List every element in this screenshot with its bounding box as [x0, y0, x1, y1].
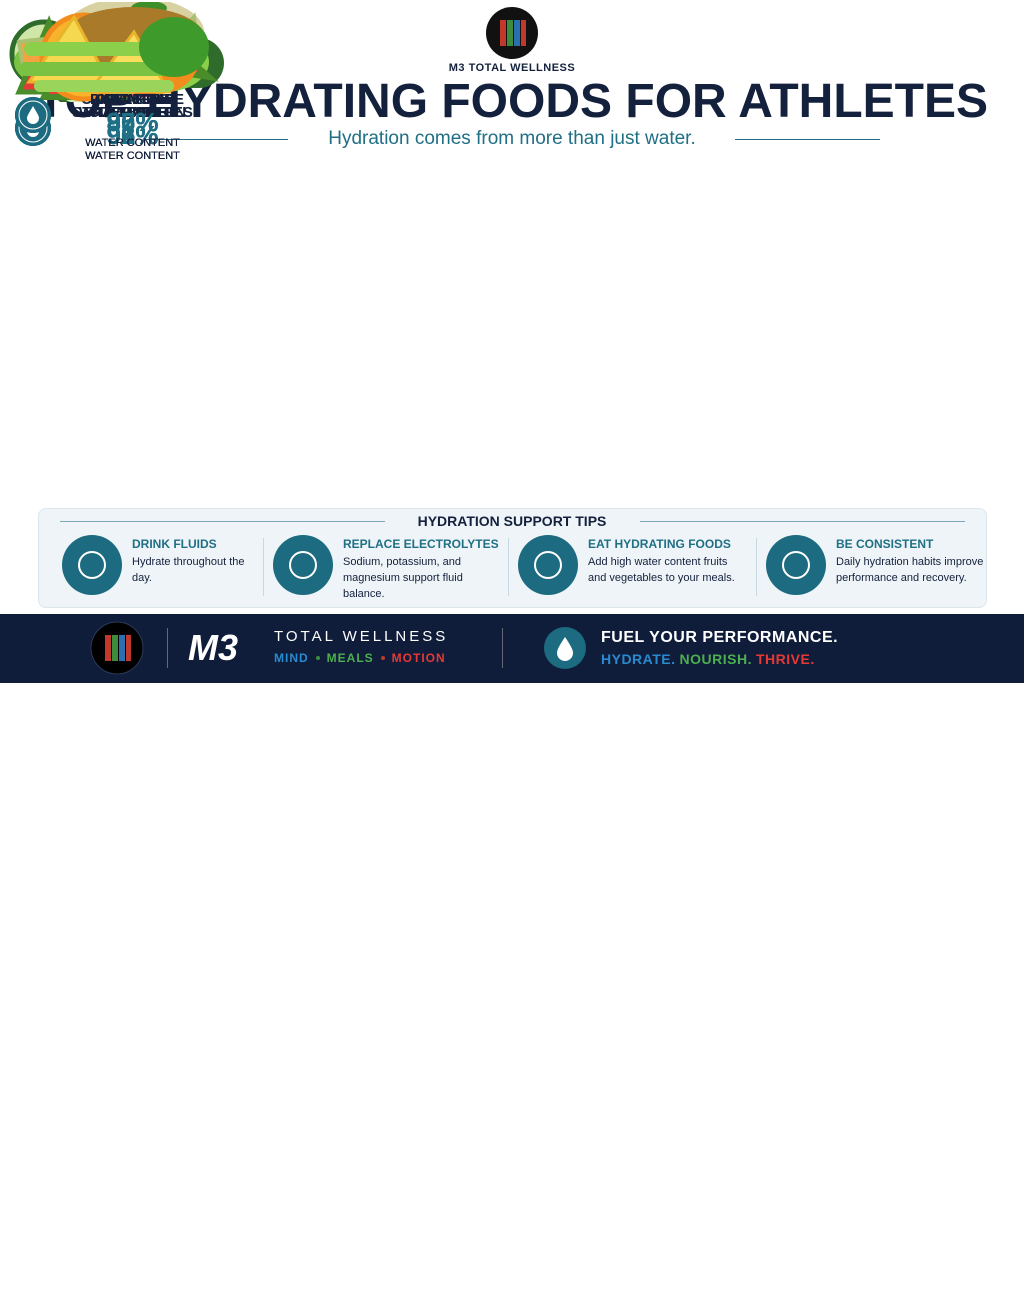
food-card: PINEAPPLE 87% WATER CONTENT	[0, 7, 1024, 1146]
tip-text: Daily hydration habits improve performan…	[836, 556, 984, 584]
food-name: PINEAPPLE	[89, 91, 176, 108]
tip-text: Hydrate throughout the day.	[132, 556, 245, 584]
food-percent: 91%	[106, 120, 159, 150]
rule	[640, 521, 965, 522]
slogan: FUEL YOUR PERFORMANCE.	[601, 629, 839, 646]
tip-title: EAT HYDRATING FOODS	[588, 537, 731, 551]
tip-icon	[273, 535, 333, 600]
food-percent: 87%	[106, 107, 159, 137]
motto-word: HYDRATE.	[601, 651, 676, 667]
divider	[502, 628, 503, 668]
tip-divider	[263, 538, 264, 596]
food-image	[4, 2, 224, 102]
food-card: CANTALOUPE 90% WATER CONTENT	[0, 0, 1024, 830]
food-name: WATERMELON	[78, 104, 187, 121]
food-name: LETTUCE	[97, 104, 168, 121]
motto-word: THRIVE.	[755, 651, 815, 667]
rule	[143, 139, 288, 140]
food-name: CUCUMBER	[88, 104, 177, 121]
food-percent: 92%	[106, 120, 159, 150]
drop-icon	[544, 627, 586, 669]
food-card: ORANGES 87% WATER CONTENT	[0, 1, 1024, 988]
drop	[15, 97, 51, 133]
tip-icon	[518, 535, 578, 600]
food-percent: 87%	[106, 107, 159, 137]
food-label: WATER CONTENT	[85, 150, 180, 162]
tip-divider	[756, 538, 757, 596]
footer-logo	[90, 621, 144, 675]
food-illustration	[19, 17, 209, 92]
food-label: WATER CONTENT	[85, 150, 180, 162]
tip-circle	[62, 535, 122, 595]
subtitle: Hydration comes from more than just wate…	[328, 128, 696, 149]
food-percent: 96%	[106, 120, 159, 150]
footer-brand: M3	[188, 627, 239, 668]
dot	[380, 656, 385, 660]
pillar: MOTION	[391, 651, 446, 665]
food-card: LETTUCE 95% WATER CONTENT	[0, 7, 1024, 336]
tip-icon	[62, 535, 122, 600]
tips-panel	[38, 508, 987, 608]
food-name: CELERY	[102, 91, 163, 108]
drop-icon	[15, 97, 51, 138]
food-label: WATER CONTENT	[85, 150, 180, 162]
tip-circle	[766, 535, 826, 595]
motto-word: NOURISH.	[679, 651, 752, 667]
tip-title: BE CONSISTENT	[836, 537, 934, 551]
food-percent: 90%	[106, 107, 159, 137]
food-percent: 95%	[106, 107, 159, 137]
brand: M3 TOTAL WELLNESS	[448, 62, 576, 74]
tips-title: HYDRATION SUPPORT TIPS	[417, 513, 607, 529]
food-label: WATER CONTENT	[85, 137, 180, 149]
pillars: MIND MEALS MOTION	[274, 651, 446, 665]
food-card: CELERY 95% WATER CONTENT	[0, 17, 1024, 1304]
tip-circle	[518, 535, 578, 595]
divider	[167, 628, 168, 668]
page: M3 TOTAL WELLNESS TOP HYDRATING FOODS FO…	[0, 0, 1024, 683]
tip-divider	[508, 538, 509, 596]
food-percent: 95%	[106, 120, 159, 150]
pillar: MEALS	[326, 651, 374, 665]
motto: HYDRATE. NOURISH. THRIVE.	[601, 651, 815, 667]
food-label: WATER CONTENT	[85, 137, 180, 149]
tip-circle	[273, 535, 333, 595]
tip-text: Add high water content fruits and vegeta…	[588, 556, 735, 584]
food-name: ORANGES	[94, 91, 171, 108]
food-label: WATER CONTENT	[85, 137, 180, 149]
pillar: MIND	[274, 651, 309, 665]
tip-title: REPLACE ELECTROLYTES	[343, 537, 499, 551]
tip-icon	[766, 535, 826, 600]
logo	[486, 7, 538, 59]
rule	[60, 521, 385, 522]
food-name: STRAWBERRIES	[72, 104, 193, 121]
footer-tagline: TOTAL WELLNESS	[274, 628, 449, 645]
tip-title: DRINK FLUIDS	[132, 537, 217, 551]
dot	[315, 656, 320, 660]
tip-text: Sodium, potassium, and magnesium support…	[343, 556, 463, 600]
food-card: WATERMELON 92% WATER CONTENT	[0, 1, 1024, 504]
footer	[0, 614, 1024, 683]
food-label: WATER CONTENT	[85, 137, 180, 149]
rule	[735, 139, 880, 140]
food-label: WATER CONTENT	[85, 150, 180, 162]
